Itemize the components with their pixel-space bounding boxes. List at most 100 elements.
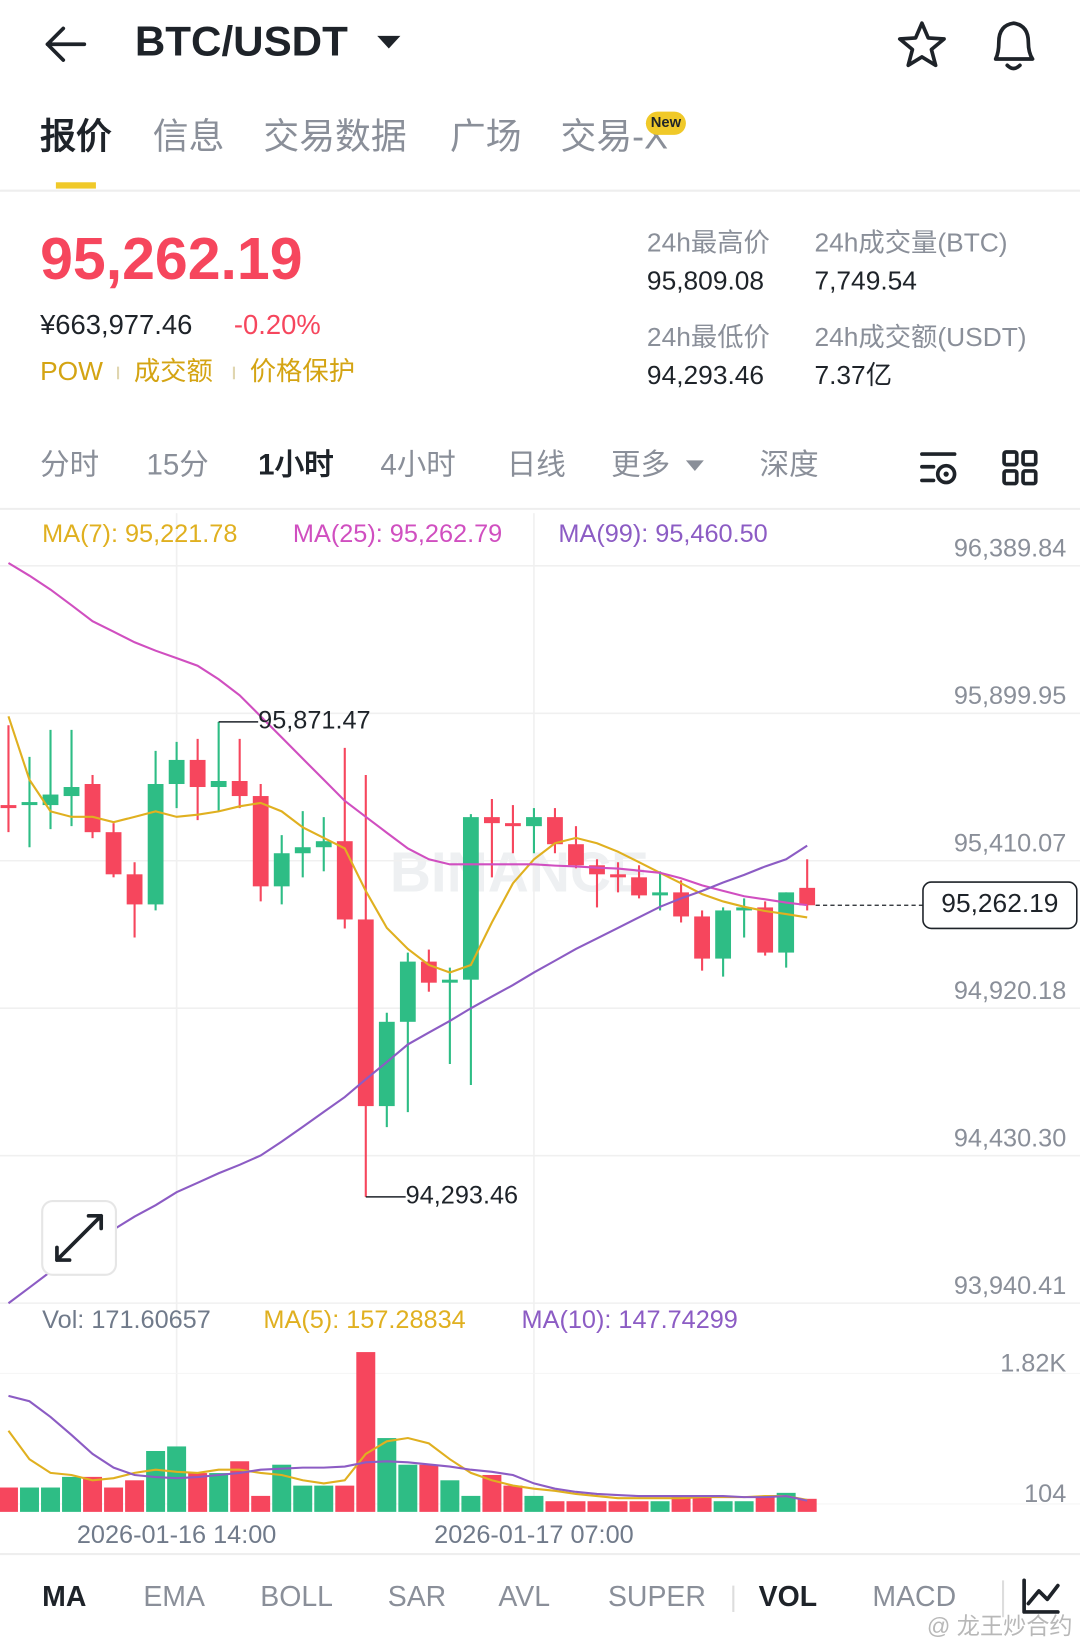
volume-bar bbox=[671, 1495, 691, 1512]
last-price-box bbox=[922, 881, 1078, 930]
volume-bar bbox=[146, 1451, 166, 1512]
layout-icon[interactable] bbox=[1002, 450, 1038, 486]
more-dropdown[interactable] bbox=[685, 460, 704, 471]
tab[interactable]: 报价 bbox=[40, 117, 112, 157]
candle-body bbox=[210, 780, 227, 788]
chart-layer: 96,389.84 95,899.95 95,410.07 94,920.18 94,4… bbox=[0, 513, 1080, 1549]
volume-bar bbox=[713, 1501, 733, 1512]
tag[interactable]: 成交额 bbox=[134, 356, 213, 386]
bell-icon[interactable] bbox=[993, 21, 1035, 71]
indicator[interactable]: MA bbox=[42, 1581, 86, 1613]
volume-bar bbox=[692, 1495, 712, 1512]
candle-body bbox=[357, 919, 374, 1107]
volume-bar bbox=[251, 1495, 271, 1512]
volume-ma-line bbox=[8, 1394, 808, 1502]
last-price-label: 95,262.19 bbox=[941, 888, 1058, 918]
candle-body bbox=[589, 865, 605, 875]
tag[interactable]: 价格保护 bbox=[250, 356, 355, 386]
volume-bar bbox=[797, 1498, 817, 1512]
indicator[interactable]: EMA bbox=[143, 1581, 205, 1613]
candle-body bbox=[399, 961, 416, 1022]
volume-bar bbox=[503, 1485, 523, 1512]
tab[interactable]: 信息 bbox=[153, 117, 225, 157]
volume-bar bbox=[41, 1487, 60, 1512]
interval[interactable]: 1小时 bbox=[258, 449, 333, 482]
indicator[interactable]: SUPER bbox=[608, 1581, 706, 1613]
low-label: 94,293.46 bbox=[406, 1182, 518, 1210]
volume-bar bbox=[377, 1438, 397, 1512]
candle-body bbox=[21, 802, 38, 806]
volume-bar bbox=[650, 1501, 670, 1512]
candle-body bbox=[715, 910, 732, 959]
expand-icon[interactable] bbox=[55, 1213, 104, 1262]
candle-body bbox=[610, 874, 626, 878]
candle-body bbox=[42, 794, 59, 806]
volume-bar bbox=[272, 1464, 292, 1512]
legend-entry: MA(25): 95,262.79 bbox=[293, 520, 502, 548]
interval[interactable]: 15分 bbox=[146, 449, 208, 482]
indicator[interactable]: MACD bbox=[872, 1581, 956, 1613]
volume-bar bbox=[293, 1485, 313, 1512]
volume-bar bbox=[125, 1480, 145, 1512]
interval[interactable]: 深度 bbox=[760, 449, 819, 482]
volume-bar bbox=[314, 1485, 334, 1512]
interval[interactable]: 日线 bbox=[507, 449, 566, 482]
candle-body bbox=[252, 796, 269, 887]
candle-body bbox=[168, 759, 185, 785]
candle-body bbox=[63, 787, 80, 797]
candle-body bbox=[778, 892, 795, 953]
candle-body bbox=[757, 907, 774, 953]
candle-body bbox=[547, 817, 563, 845]
interval[interactable]: 分时 bbox=[40, 449, 99, 482]
volume-bar bbox=[524, 1495, 544, 1512]
candle-body bbox=[694, 916, 710, 959]
volume-bar bbox=[440, 1480, 460, 1512]
volume-bar bbox=[734, 1501, 754, 1512]
indicator[interactable]: VOL bbox=[759, 1581, 817, 1613]
legend-entry: MA(10): 147.74299 bbox=[522, 1306, 738, 1334]
tag[interactable]: POW bbox=[40, 356, 103, 386]
candle-body bbox=[0, 805, 17, 809]
price-change: -0.20% bbox=[234, 309, 321, 340]
chart-settings-icon[interactable] bbox=[920, 452, 957, 485]
interval[interactable]: 4小时 bbox=[380, 449, 455, 482]
pair-title[interactable]: BTC/USDT bbox=[135, 17, 348, 64]
x-tick-label: 2026-01-17 07:00 bbox=[434, 1521, 633, 1549]
candle-body bbox=[105, 832, 122, 875]
volume-bar bbox=[482, 1474, 502, 1512]
volume-bar bbox=[104, 1487, 124, 1512]
candle-body bbox=[294, 847, 311, 854]
stat-value: 7.37亿 bbox=[814, 360, 892, 390]
interval[interactable]: 更多 bbox=[611, 449, 670, 482]
stat-value: 7,749.54 bbox=[814, 265, 916, 295]
candle-body bbox=[147, 784, 164, 905]
stat-value: 94,293.46 bbox=[647, 360, 764, 390]
tab-indicator bbox=[55, 182, 96, 189]
candle-body bbox=[736, 907, 753, 911]
candle-body bbox=[441, 979, 458, 983]
y-tick-label: 94,920.18 bbox=[954, 977, 1066, 1005]
favorite-icon[interactable] bbox=[897, 21, 946, 68]
candle-body bbox=[378, 1021, 395, 1107]
volume-bar bbox=[356, 1352, 376, 1512]
cny-price: ¥663,977.46 bbox=[39, 309, 192, 340]
volume-bar bbox=[608, 1501, 628, 1512]
indicator[interactable]: AVL bbox=[498, 1581, 550, 1613]
volume-bar bbox=[0, 1487, 18, 1512]
candle-body bbox=[126, 874, 143, 905]
indicator-settings-icon[interactable] bbox=[1022, 1578, 1060, 1614]
back-icon[interactable] bbox=[45, 26, 87, 62]
indicator[interactable]: BOLL bbox=[260, 1581, 333, 1613]
pair-dropdown[interactable] bbox=[377, 35, 401, 49]
stat-label: 24h最高价 bbox=[647, 227, 770, 257]
tab[interactable]: 广场 bbox=[450, 117, 522, 157]
candle-body bbox=[484, 817, 500, 824]
tab[interactable]: 交易数据 bbox=[263, 117, 406, 157]
ma-line bbox=[7, 715, 808, 974]
indicator[interactable]: SAR bbox=[388, 1581, 446, 1613]
volume-bar bbox=[755, 1495, 775, 1512]
candle-body bbox=[315, 841, 332, 848]
legend-entry: MA(5): 157.28834 bbox=[263, 1306, 465, 1334]
candle-body bbox=[336, 841, 353, 920]
